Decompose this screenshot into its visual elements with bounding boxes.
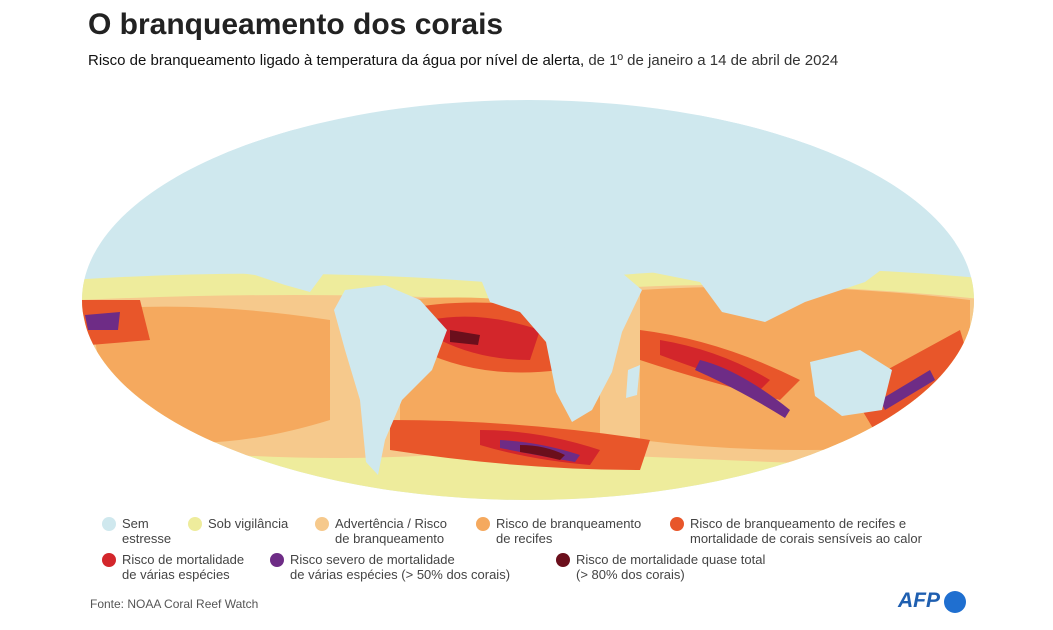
- title: O branqueamento dos corais: [88, 8, 504, 41]
- legend-label: Risco severo de mortalidade: [290, 552, 455, 567]
- legend-label: estresse: [122, 531, 172, 546]
- legend-label: de várias espécies: [122, 567, 230, 582]
- legend-label: (> 80% dos corais): [576, 567, 685, 582]
- legend-label: Sob vigilância: [208, 516, 289, 531]
- legend-item: Sem estresse: [102, 516, 172, 546]
- legend-swatch: [188, 517, 202, 531]
- legend-label: Risco de mortalidade quase total: [576, 552, 766, 567]
- legend-item: Risco de mortalidade quase total (> 80% d…: [556, 552, 766, 582]
- logo-dot: [944, 591, 966, 613]
- logo: AFP: [898, 589, 940, 612]
- legend-swatch: [670, 517, 684, 531]
- subtitle-rest: de 1º de janeiro a 14 de abril de 2024: [588, 52, 839, 69]
- legend-swatch: [556, 553, 570, 567]
- legend-item: Risco severo de mortalidade de várias esp…: [270, 552, 511, 582]
- legend-label: Sem: [122, 516, 149, 531]
- legend-label: de várias espécies (> 50% dos corais): [290, 567, 511, 582]
- world-map: [82, 100, 974, 500]
- legend-item: Risco de branqueamento de recifes e morta…: [670, 516, 922, 546]
- legend-label: Risco de branqueamento: [496, 516, 642, 531]
- subtitle-bold: Risco de branqueamento ligado à temperat…: [88, 52, 585, 69]
- legend-label: mortalidade de corais sensíveis ao calor: [690, 531, 922, 546]
- legend-item: Risco de branqueamento de recifes: [476, 516, 642, 546]
- legend-swatch: [476, 517, 490, 531]
- legend-label: de branqueamento: [335, 531, 445, 546]
- legend-label: Advertência / Risco: [335, 516, 447, 531]
- legend-item: Risco de mortalidade de várias espécies: [102, 552, 245, 582]
- legend-swatch: [315, 517, 329, 531]
- legend-swatch: [102, 517, 116, 531]
- source: Fonte: NOAA Coral Reef Watch: [90, 597, 259, 611]
- legend-item: Advertência / Risco de branqueamento: [315, 516, 447, 546]
- legend-label: Risco de branqueamento de recifes e: [690, 516, 907, 531]
- legend-label: Risco de mortalidade: [122, 552, 245, 567]
- subtitle: Risco de branqueamento ligado à temperat…: [88, 52, 838, 69]
- legend-swatch: [102, 553, 116, 567]
- legend-item: Sob vigilância: [188, 516, 289, 531]
- legend-label: de recifes: [496, 531, 553, 546]
- legend-swatch: [270, 553, 284, 567]
